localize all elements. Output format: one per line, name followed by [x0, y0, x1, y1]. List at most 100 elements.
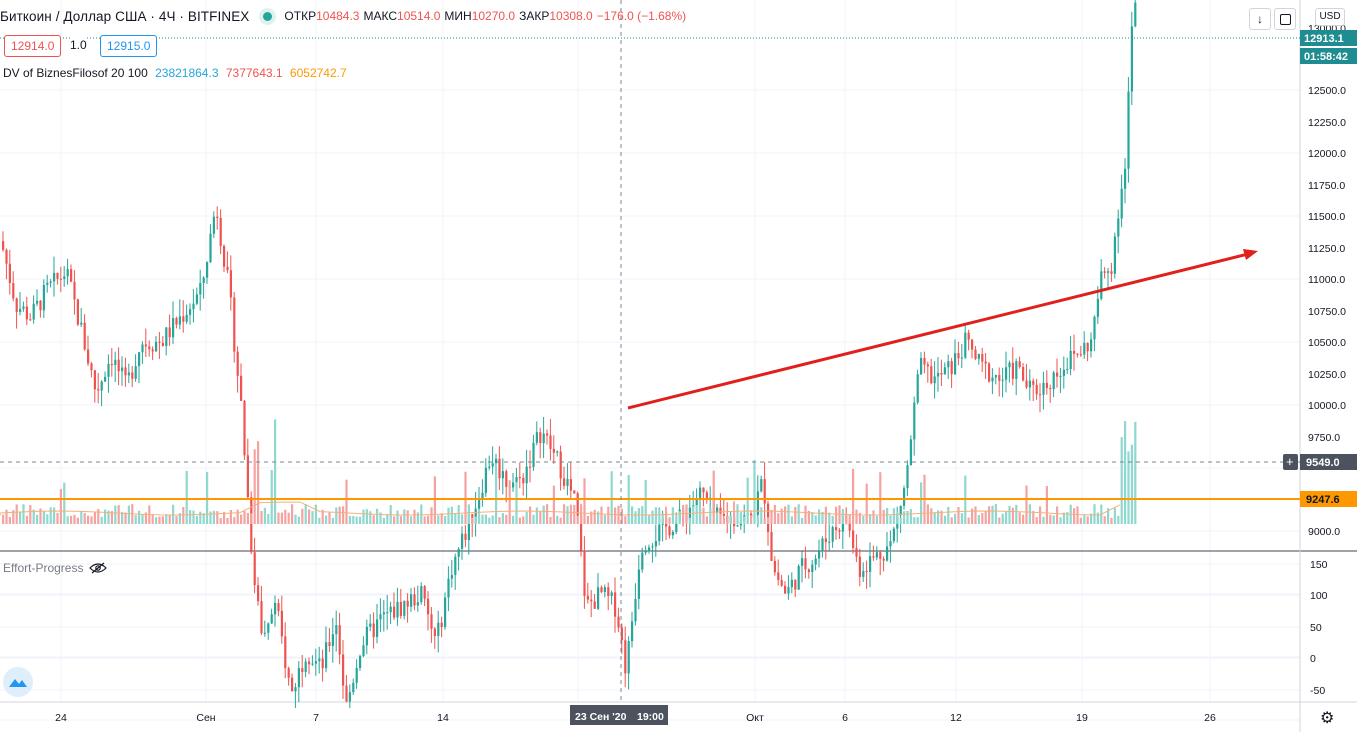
candle[interactable] — [899, 505, 902, 516]
volume-bar[interactable] — [32, 509, 35, 524]
candle[interactable] — [1042, 382, 1045, 395]
candle[interactable] — [90, 363, 93, 371]
volume-bar[interactable] — [549, 516, 552, 524]
candle[interactable] — [454, 556, 457, 576]
candle[interactable] — [763, 479, 766, 504]
volume-bar[interactable] — [835, 506, 838, 524]
volume-bar[interactable] — [1005, 511, 1008, 524]
volume-bar[interactable] — [161, 516, 164, 524]
volume-bar[interactable] — [872, 510, 875, 524]
volume-bar[interactable] — [535, 507, 538, 524]
eye-crossed-icon[interactable] — [89, 562, 108, 574]
candle[interactable] — [182, 316, 185, 322]
gear-icon[interactable]: ⚙ — [1320, 710, 1335, 727]
volume-bar[interactable] — [474, 516, 477, 524]
candle[interactable] — [1120, 188, 1123, 219]
candle[interactable] — [376, 619, 379, 638]
volume-bar[interactable] — [216, 511, 219, 524]
candle[interactable] — [291, 677, 294, 692]
candle[interactable] — [478, 497, 481, 509]
volume-bar[interactable] — [709, 507, 712, 524]
candle[interactable] — [875, 552, 878, 558]
volume-bar[interactable] — [1083, 515, 1086, 524]
candle[interactable] — [440, 622, 443, 627]
buy-button[interactable]: 12915.0 — [100, 35, 158, 57]
candle[interactable] — [981, 354, 984, 362]
candle[interactable] — [427, 598, 430, 615]
volume-bar[interactable] — [498, 517, 501, 524]
volume-bar[interactable] — [457, 505, 460, 524]
volume-bar[interactable] — [195, 516, 198, 524]
candle[interactable] — [294, 687, 297, 692]
candle[interactable] — [790, 579, 793, 588]
candle[interactable] — [25, 306, 28, 320]
candle[interactable] — [801, 558, 804, 566]
volume-bar[interactable] — [593, 509, 596, 524]
candle[interactable] — [66, 269, 69, 277]
volume-bar[interactable] — [790, 516, 793, 524]
volume-bar[interactable] — [294, 514, 297, 524]
candle[interactable] — [202, 277, 205, 284]
volume-bar[interactable] — [678, 511, 681, 524]
candle[interactable] — [1083, 342, 1086, 355]
volume-bar[interactable] — [127, 505, 130, 524]
volume-bar[interactable] — [165, 514, 168, 524]
candle[interactable] — [484, 467, 487, 493]
volume-bar[interactable] — [518, 517, 521, 524]
candle[interactable] — [756, 491, 759, 515]
candle[interactable] — [219, 217, 222, 246]
volume-bar[interactable] — [359, 516, 362, 524]
trend-arrow-line[interactable] — [627, 252, 1249, 410]
candle[interactable] — [1059, 375, 1062, 377]
volume-bar[interactable] — [943, 515, 946, 524]
volume-bar[interactable] — [36, 514, 39, 524]
candle[interactable] — [852, 530, 855, 548]
candle[interactable] — [804, 558, 807, 570]
volume-bar[interactable] — [913, 517, 916, 524]
volume-bar[interactable] — [260, 511, 263, 524]
volume-bar[interactable] — [685, 504, 688, 524]
candle[interactable] — [797, 565, 800, 590]
volume-bar[interactable] — [478, 511, 481, 524]
candle[interactable] — [433, 628, 436, 637]
volume-bar[interactable] — [563, 504, 566, 524]
volume-bar[interactable] — [1110, 517, 1113, 524]
candle[interactable] — [240, 375, 243, 401]
volume-bar[interactable] — [586, 515, 589, 524]
candle[interactable] — [964, 332, 967, 358]
candle[interactable] — [141, 344, 144, 353]
candle[interactable] — [144, 344, 147, 347]
volume-bar[interactable] — [1134, 421, 1137, 524]
candle[interactable] — [566, 479, 569, 486]
volume-bar[interactable] — [1052, 515, 1055, 524]
volume-bar[interactable] — [376, 508, 379, 524]
candle[interactable] — [906, 465, 909, 489]
candle[interactable] — [597, 587, 600, 609]
candle[interactable] — [512, 482, 515, 488]
candle[interactable] — [396, 601, 399, 618]
candle[interactable] — [923, 357, 926, 365]
volume-bar[interactable] — [481, 514, 484, 524]
volume-bar[interactable] — [297, 516, 300, 524]
candle[interactable] — [114, 359, 117, 365]
volume-bar[interactable] — [787, 504, 790, 524]
volume-bar[interactable] — [546, 504, 549, 524]
volume-bar[interactable] — [168, 514, 171, 524]
volume-bar[interactable] — [597, 511, 600, 524]
candle[interactable] — [277, 603, 280, 611]
volume-bar[interactable] — [393, 516, 396, 524]
volume-bar[interactable] — [777, 513, 780, 524]
volume-bar[interactable] — [1079, 517, 1082, 524]
candle[interactable] — [178, 316, 181, 325]
volume-bar[interactable] — [304, 504, 307, 524]
volume-bar[interactable] — [144, 512, 147, 524]
candle[interactable] — [835, 527, 838, 531]
candle[interactable] — [274, 603, 277, 615]
volume-bar[interactable] — [382, 517, 385, 524]
candle[interactable] — [773, 560, 776, 573]
candle[interactable] — [328, 642, 331, 647]
candle[interactable] — [267, 623, 270, 633]
candle[interactable] — [297, 668, 300, 688]
volume-bar[interactable] — [569, 504, 572, 524]
candle[interactable] — [1079, 354, 1082, 356]
